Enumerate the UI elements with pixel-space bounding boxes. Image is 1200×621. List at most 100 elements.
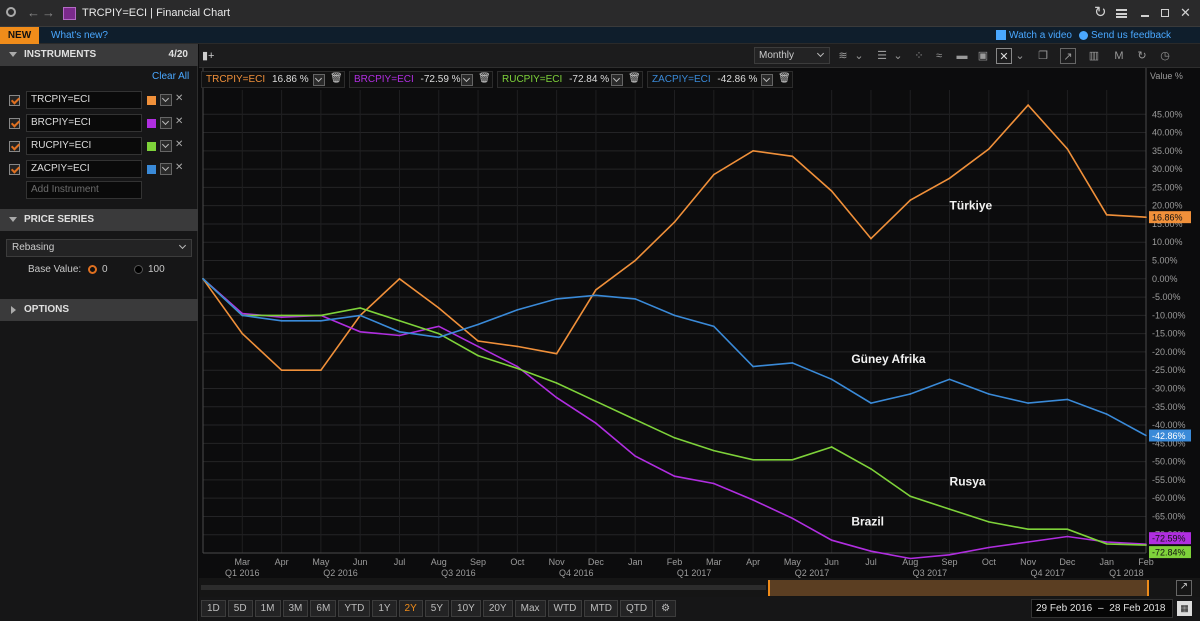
legend-item-za[interactable]: ZACPIY=ECI -42.86 % 🗑 xyxy=(647,71,793,88)
price-series-header[interactable]: PRICE SERIES xyxy=(0,209,198,231)
data-point xyxy=(437,325,440,328)
history-icon[interactable]: ◷ xyxy=(1160,50,1170,62)
instrument-checkbox[interactable] xyxy=(9,164,20,175)
radio-base-100[interactable] xyxy=(134,265,143,274)
legend-item-br[interactable]: BRCPIY=ECI -72.59 % 🗑 xyxy=(349,71,493,88)
trash-icon[interactable]: 🗑 xyxy=(478,73,491,84)
refresh-icon[interactable]: ↻ xyxy=(1094,4,1107,21)
calendar-icon[interactable]: ▦ xyxy=(1177,601,1192,616)
color-swatch[interactable] xyxy=(147,119,156,128)
instrument-dropdown-button[interactable] xyxy=(160,94,172,106)
period-button-20y[interactable]: 20Y xyxy=(482,600,513,617)
options-title: OPTIONS xyxy=(24,304,70,315)
remove-icon[interactable]: ✕ xyxy=(175,116,184,127)
chart-type-icon[interactable]: ≋ xyxy=(838,50,848,62)
period-button-mtd[interactable]: MTD xyxy=(584,600,618,617)
navigator-chart-icon[interactable]: ↗ xyxy=(1176,580,1192,596)
excel-dropdown-icon[interactable]: ⌄ xyxy=(1015,50,1025,62)
period-button-1d[interactable]: 1D xyxy=(201,600,226,617)
add-instrument-input[interactable]: Add Instrument xyxy=(26,181,142,199)
navigator-selection[interactable] xyxy=(768,580,1149,596)
period-button-5y[interactable]: 5Y xyxy=(424,600,450,617)
date-range[interactable]: 29 Feb 2016 – 28 Feb 2018 xyxy=(1031,599,1173,618)
legend-item-ru[interactable]: RUCPIY=ECI -72.84 % 🗑 xyxy=(497,71,643,88)
list-icon[interactable]: ☰ xyxy=(877,50,887,62)
y-tick-label: -65.00% xyxy=(1152,511,1186,521)
instruments-header[interactable]: INSTRUMENTS 4/20 xyxy=(0,44,198,66)
menu-icon[interactable] xyxy=(1116,9,1127,18)
instrument-dropdown-button[interactable] xyxy=(160,140,172,152)
instrument-checkbox[interactable] xyxy=(9,141,20,152)
period-button-10y[interactable]: 10Y xyxy=(451,600,481,617)
watch-video-link[interactable]: Watch a video xyxy=(1009,30,1072,41)
remove-icon[interactable]: ✕ xyxy=(175,93,184,104)
folder-icon[interactable]: ▬ xyxy=(956,50,968,62)
m-icon[interactable]: M xyxy=(1114,50,1124,62)
clear-all-link[interactable]: Clear All xyxy=(152,71,190,82)
excel-icon[interactable]: ✕ xyxy=(996,48,1012,64)
y-tick-label: 35.00% xyxy=(1152,146,1183,156)
period-button-2y[interactable]: 2Y xyxy=(398,600,423,617)
legend-dropdown-button[interactable] xyxy=(313,74,325,86)
x-tick-label: Sep xyxy=(470,557,486,567)
save-icon[interactable]: ▣ xyxy=(977,50,989,62)
legend-item-tr[interactable]: TRCPIY=ECI 16.86 % 🗑 xyxy=(201,71,345,88)
legend-dropdown-button[interactable] xyxy=(761,74,773,86)
period-button-ytd[interactable]: YTD xyxy=(338,600,371,617)
copy-icon[interactable]: ❐ xyxy=(1038,50,1048,62)
close-icon[interactable]: ✕ xyxy=(1180,5,1191,20)
instrument-field[interactable]: BRCPIY=ECI xyxy=(26,114,142,132)
x-quarter-label: Q1 2017 xyxy=(677,568,712,578)
grid-icon[interactable]: ⁘ xyxy=(914,50,924,62)
chart-type-dropdown-icon[interactable]: ⌄ xyxy=(854,50,864,62)
y-tick-label: 25.00% xyxy=(1152,182,1183,192)
line-chart[interactable]: 45.00% 40.00% 35.00% 30.00% 25.00% 20.00% 15.0… xyxy=(199,68,1200,578)
instrument-checkbox[interactable] xyxy=(9,118,20,129)
instrument-field[interactable]: TRCPIY=ECI xyxy=(26,91,142,109)
period-button-wtd[interactable]: WTD xyxy=(547,600,583,617)
period-button-3m[interactable]: 3M xyxy=(282,600,309,617)
remove-icon[interactable]: ✕ xyxy=(175,139,184,150)
interval-select[interactable]: Monthly xyxy=(754,47,830,64)
radio-base-0[interactable] xyxy=(88,265,97,274)
refresh-chart-icon[interactable]: ↻ xyxy=(1137,50,1147,62)
data-point xyxy=(398,278,401,280)
period-button-1y[interactable]: 1Y xyxy=(372,600,397,617)
trash-icon[interactable]: 🗑 xyxy=(778,73,791,84)
bars-icon[interactable]: ▥ xyxy=(1088,50,1100,62)
instrument-dropdown-button[interactable] xyxy=(160,163,172,175)
color-swatch[interactable] xyxy=(147,142,156,151)
period-button-6m[interactable]: 6M xyxy=(310,600,337,617)
color-swatch[interactable] xyxy=(147,165,156,174)
legend-dropdown-button[interactable] xyxy=(461,74,473,86)
instrument-field[interactable]: ZACPIY=ECI xyxy=(26,160,142,178)
legend-dropdown-button[interactable] xyxy=(611,74,623,86)
period-button-max[interactable]: Max xyxy=(514,600,546,617)
period-button-qtd[interactable]: QTD xyxy=(619,600,654,617)
trash-icon[interactable]: 🗑 xyxy=(628,73,641,84)
toggle-panel-icon[interactable]: ▮+ xyxy=(202,50,215,62)
whats-new-link[interactable]: What's new? xyxy=(51,30,108,41)
minimize-icon[interactable] xyxy=(1141,15,1149,17)
wave-icon[interactable]: ≈ xyxy=(935,50,943,62)
forward-arrow-icon[interactable]: → xyxy=(42,5,55,20)
restore-icon[interactable] xyxy=(1161,9,1169,17)
trash-icon[interactable]: 🗑 xyxy=(330,73,343,84)
color-swatch[interactable] xyxy=(147,96,156,105)
data-point xyxy=(202,278,204,280)
remove-icon[interactable]: ✕ xyxy=(175,162,184,173)
instrument-field[interactable]: RUCPIY=ECI xyxy=(26,137,142,155)
instrument-checkbox[interactable] xyxy=(9,95,20,106)
range-navigator[interactable]: ↗ xyxy=(199,578,1200,597)
rebasing-select[interactable]: Rebasing xyxy=(6,239,192,257)
options-header[interactable]: OPTIONS xyxy=(0,299,198,321)
instrument-dropdown-button[interactable] xyxy=(160,117,172,129)
line-chart-icon[interactable]: ↗ xyxy=(1060,48,1076,64)
link-icon[interactable] xyxy=(3,4,19,20)
period-button-1m[interactable]: 1M xyxy=(254,600,281,617)
back-arrow-icon[interactable]: ← xyxy=(27,5,40,20)
send-feedback-link[interactable]: Send us feedback xyxy=(1091,30,1172,41)
settings-gear-icon[interactable]: ⚙ xyxy=(655,600,677,617)
list-dropdown-icon[interactable]: ⌄ xyxy=(893,50,903,62)
period-button-5d[interactable]: 5D xyxy=(227,600,253,617)
